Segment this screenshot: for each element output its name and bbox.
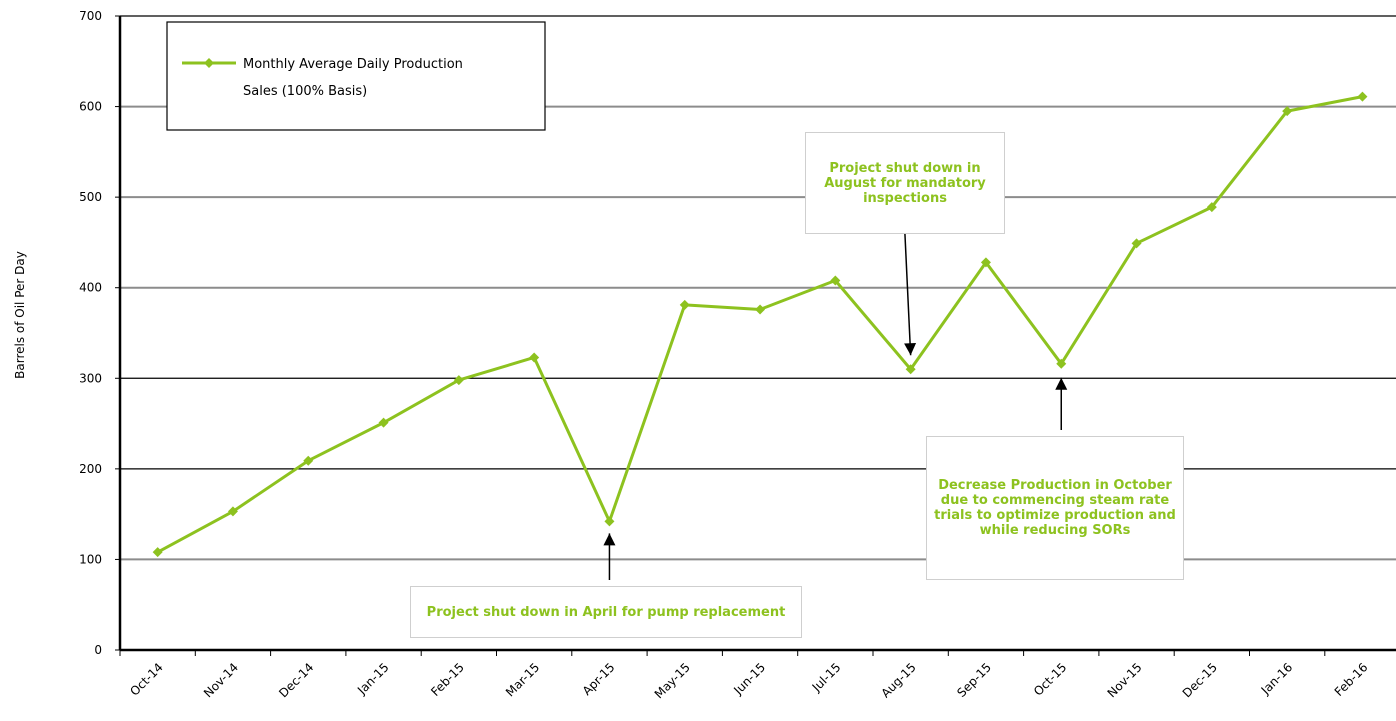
data-point (1131, 238, 1142, 249)
legend: Monthly Average Daily Production Sales (… (166, 21, 546, 131)
x-tick-label: Nov-14 (201, 660, 241, 700)
x-tick-label: Apr-15 (580, 660, 618, 698)
data-point (905, 364, 916, 375)
y-tick-label: 300 (79, 371, 102, 385)
data-point (980, 257, 991, 268)
annotation-april: Project shut down in April for pump repl… (410, 586, 802, 638)
legend-swatch-marker (204, 58, 214, 68)
data-point (453, 375, 464, 386)
x-tick-label: Oct-15 (1031, 660, 1069, 698)
arrow-august (903, 227, 912, 356)
svg-text:Monthly Average Daily Producti: Monthly Average Daily Production (243, 57, 463, 72)
data-point (227, 506, 238, 517)
data-point (1357, 91, 1368, 102)
data-point (303, 455, 314, 466)
svg-text:Sales (100% Basis): Sales (100% Basis) (243, 84, 367, 99)
x-tick-label: Jan-16 (1258, 660, 1296, 698)
data-point (679, 299, 690, 310)
y-tick-label: 400 (79, 281, 102, 295)
x-tick-label: Jul-15 (809, 660, 844, 695)
data-point (1056, 358, 1067, 369)
series-group (152, 91, 1368, 558)
y-axis-label: Barrels of Oil Per Day (13, 251, 27, 379)
data-point (1282, 106, 1293, 117)
annotation-arrows (603, 227, 1068, 580)
x-tick-label: Feb-15 (428, 660, 467, 699)
data-point (378, 417, 389, 428)
y-tick-label: 500 (79, 190, 102, 204)
data-point (152, 547, 163, 558)
legend-box (166, 21, 546, 131)
x-tick-labels: Oct-14 Nov-14 Dec-14 Jan-15 Feb-15 Mar-15 Apr-… (127, 660, 1370, 701)
x-tick-label: Jan-15 (354, 660, 392, 698)
y-tick-label: 700 (79, 9, 102, 23)
x-tick-label: Mar-15 (503, 660, 542, 699)
data-point (529, 352, 540, 363)
x-tick-label: Nov-15 (1105, 660, 1145, 700)
x-tick-label: Oct-14 (127, 660, 165, 698)
x-tick-label: Sep-15 (954, 660, 994, 700)
axes (115, 15, 1396, 656)
data-point (1206, 202, 1217, 213)
data-point (830, 275, 841, 286)
legend-label-line-1: Monthly Average Daily Production (243, 57, 463, 72)
y-tick-label: 600 (79, 100, 102, 114)
y-tick-label: 100 (79, 552, 102, 566)
x-tick-label: May-15 (652, 660, 693, 701)
arrow-october-head (1055, 377, 1068, 390)
x-tick-label: Dec-14 (276, 660, 316, 700)
annotation-august: Project shut down in August for mandator… (805, 132, 1005, 234)
x-tick-label: Feb-16 (1332, 660, 1371, 699)
arrow-august-head (904, 342, 917, 356)
arrow-april-head (603, 533, 616, 546)
annotation-october: Decrease Production in October due to co… (926, 436, 1184, 580)
x-tick-label: Aug-15 (878, 660, 918, 700)
y-tick-label: 0 (94, 643, 102, 657)
data-point (604, 516, 615, 527)
data-point (755, 304, 766, 315)
y-tick-label: 200 (79, 462, 102, 476)
x-tick-label: Jun-15 (730, 660, 768, 698)
x-tick-label: Dec-15 (1180, 660, 1220, 700)
legend-label-line-2: Sales (100% Basis) (243, 84, 367, 99)
y-tick-labels: 0 100 200 300 400 500 600 700 (79, 9, 102, 657)
